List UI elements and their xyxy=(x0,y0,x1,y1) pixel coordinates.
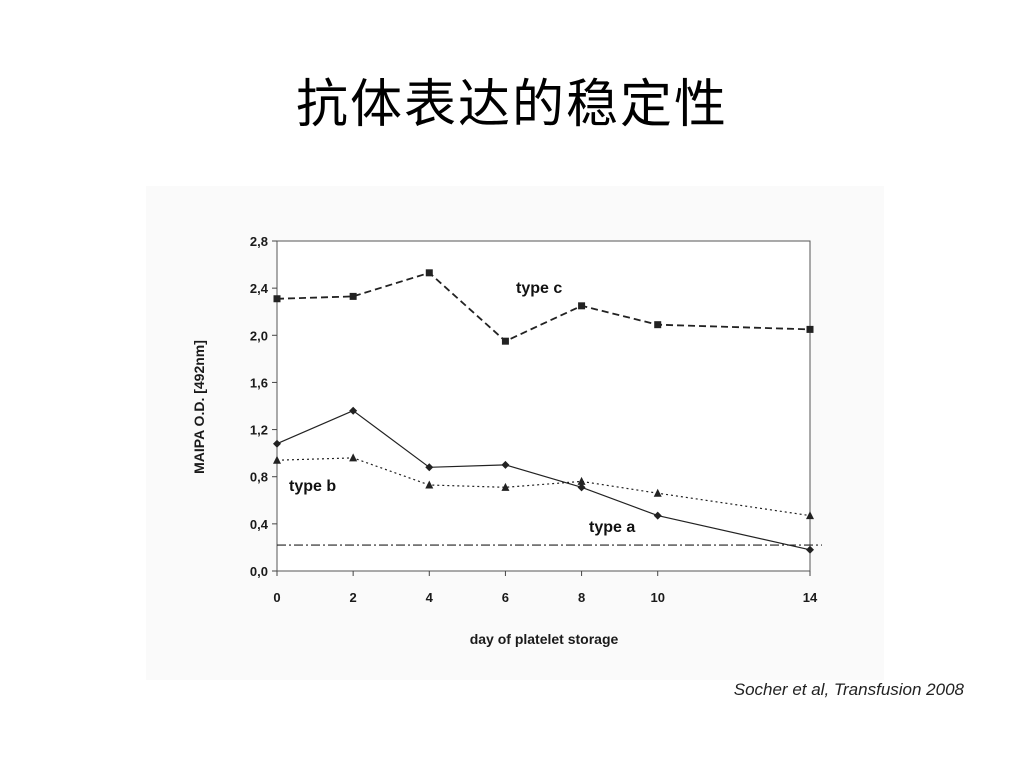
data-point-type-a xyxy=(273,439,281,448)
y-tick-label: 2,0 xyxy=(250,328,268,343)
data-point-type-c xyxy=(654,321,662,329)
data-point-type-a xyxy=(806,545,814,554)
y-axis-title: MAIPA O.D. [492nm] xyxy=(191,340,207,474)
y-tick-label: 0,4 xyxy=(250,517,269,532)
chart-series xyxy=(273,269,822,554)
data-point-type-b xyxy=(806,511,814,520)
data-point-type-c xyxy=(273,295,281,303)
y-tick-label: 1,6 xyxy=(250,375,268,390)
data-point-type-c xyxy=(349,292,357,300)
data-point-type-a xyxy=(653,511,662,520)
plot-area xyxy=(276,240,811,572)
data-point-type-b xyxy=(349,453,358,462)
y-tick-label: 0,0 xyxy=(250,564,268,579)
y-tick-label: 2,8 xyxy=(250,234,268,249)
x-tick-label: 0 xyxy=(273,590,280,605)
slide-title: 抗体表达的稳定性 xyxy=(295,75,728,135)
series-label-type-c: type c xyxy=(516,280,562,297)
data-point-type-b xyxy=(501,482,510,491)
data-point-type-c xyxy=(501,337,509,345)
chart-axes: 0,0 0,4 0,8 1,2 1,6 2,0 2,4 2,8 0 2 4 6 8 10 14 xyxy=(250,234,818,605)
line-chart: 0,0 0,4 0,8 1,2 1,6 2,0 2,4 2,8 0 2 4 6 8 10 14 type c… xyxy=(191,234,822,647)
x-tick-label: 10 xyxy=(650,590,664,605)
data-point-type-c xyxy=(578,302,586,310)
data-point-type-a xyxy=(577,483,586,492)
citation: Socher et al, Transfusion 2008 xyxy=(733,680,964,699)
x-tick-label: 4 xyxy=(426,590,434,605)
chart-panel: 0,0 0,4 0,8 1,2 1,6 2,0 2,4 2,8 0 2 4 6 8 10 14 type c… xyxy=(146,186,884,680)
x-tick-label: 6 xyxy=(502,590,509,605)
data-point-type-b xyxy=(273,455,281,464)
data-point-type-c xyxy=(425,269,433,277)
data-point-type-a xyxy=(349,406,358,415)
x-tick-label: 8 xyxy=(578,590,585,605)
data-point-type-a xyxy=(425,463,434,472)
data-point-type-c xyxy=(806,325,814,333)
series-label-type-b: type b xyxy=(289,478,336,495)
data-point-type-b xyxy=(577,476,586,485)
y-tick-label: 1,2 xyxy=(250,423,268,438)
y-tick-label: 2,4 xyxy=(250,281,269,296)
x-tick-label: 2 xyxy=(350,590,357,605)
data-point-type-b xyxy=(653,488,662,497)
series-label-type-a: type a xyxy=(589,519,635,536)
x-axis-title: day of platelet storage xyxy=(470,631,619,647)
data-point-type-a xyxy=(501,460,510,469)
y-tick-label: 0,8 xyxy=(250,470,268,485)
x-tick-label: 14 xyxy=(803,590,818,605)
data-point-type-b xyxy=(425,480,434,489)
